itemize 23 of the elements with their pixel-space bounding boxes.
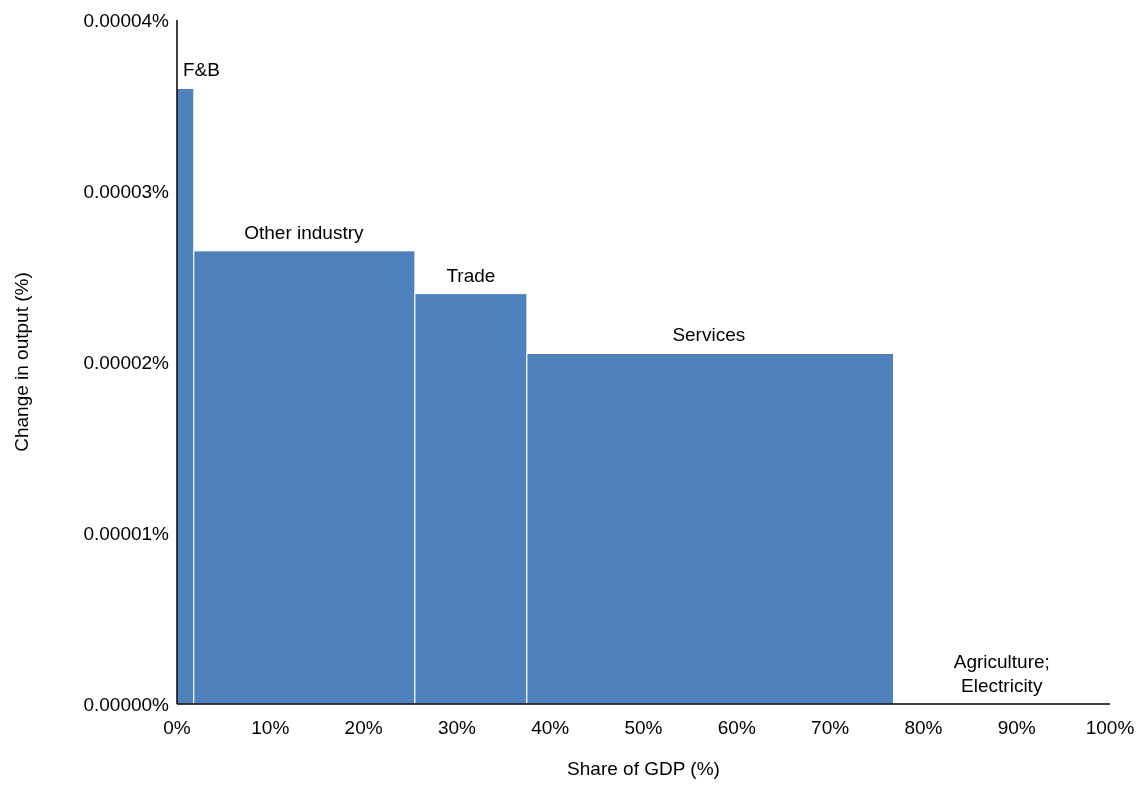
y-axis-title: Change in output (%) — [11, 272, 32, 452]
y-tick-label: 0.00002% — [83, 351, 170, 373]
y-tick-label: 0.00001% — [83, 522, 170, 544]
y-tick-label: 0.00003% — [83, 180, 170, 202]
x-tick-label: 80% — [904, 717, 943, 738]
x-tick-label: 10% — [251, 717, 290, 738]
annotation: Agriculture; Electricity — [953, 651, 1050, 696]
x-axis-title: Share of GDP (%) — [567, 758, 720, 779]
y-tick-label: 0.00004% — [83, 9, 170, 31]
annotation: Trade — [446, 264, 496, 286]
x-tick-label: 90% — [997, 717, 1036, 738]
x-tick-label: 50% — [624, 717, 663, 738]
x-tick-label: 40% — [531, 717, 570, 738]
annotation: F&B — [183, 59, 220, 81]
x-tick-label: 100% — [1085, 717, 1135, 738]
x-tick-label: 0% — [163, 717, 191, 738]
x-tick-label: 20% — [344, 717, 383, 738]
annotation: Services — [672, 324, 746, 346]
y-tick-label: 0.00000% — [83, 693, 170, 715]
annotation: Other industry — [244, 221, 365, 243]
x-tick-label: 60% — [717, 717, 756, 738]
x-tick-label: 30% — [437, 717, 477, 738]
x-tick-label: 70% — [811, 717, 850, 738]
